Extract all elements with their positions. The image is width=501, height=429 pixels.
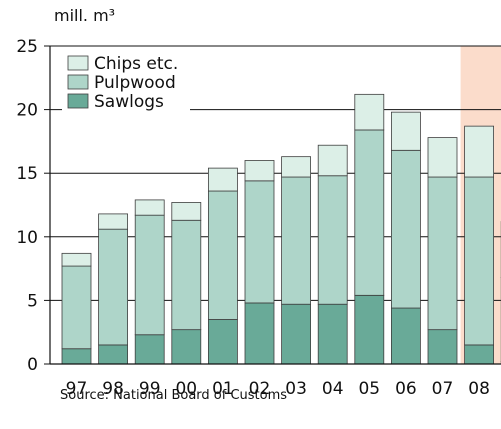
bar-chips-etc-01 [207,167,238,192]
bar-pulpwood-04 [317,175,348,305]
bar-sawlogs-06 [390,307,421,365]
x-tick-label-02: 02 [249,379,271,399]
bar-pulpwood-01 [207,190,238,320]
bar-sawlogs-05 [354,294,385,365]
bar-chips-etc-05 [354,93,385,131]
bar-chips-etc-08 [464,125,495,178]
bar-pulpwood-07 [427,176,458,331]
x-tick-label-99: 99 [139,379,161,399]
bar-chips-etc-06 [390,111,421,151]
bar-sawlogs-99 [134,334,165,365]
x-tick-label-00: 00 [175,379,197,399]
x-tick-label-03: 03 [285,379,307,399]
y-tick-label-0: 0 [27,355,38,375]
bar-sawlogs-08 [464,344,495,365]
bar-chips-etc-03 [281,156,312,178]
legend-label-2: Sawlogs [94,92,164,112]
bar-chips-etc-02 [244,160,275,182]
bar-pulpwood-97 [61,265,92,350]
y-tick-label-15: 15 [16,164,38,184]
bar-pulpwood-99 [134,214,165,336]
x-tick-label-98: 98 [102,379,124,399]
bar-pulpwood-98 [98,228,128,346]
bar-chips-etc-97 [61,252,92,267]
legend-swatch-0 [67,55,89,71]
bar-chips-etc-04 [317,144,348,177]
legend-label-1: Pulpwood [94,73,176,93]
y-tick-label-10: 10 [16,228,38,248]
bar-sawlogs-02 [244,302,275,365]
bar-sawlogs-01 [207,319,238,365]
legend-label-0: Chips etc. [94,54,178,74]
bar-sawlogs-03 [281,303,312,365]
bar-chips-etc-07 [427,137,458,178]
bar-pulpwood-03 [281,176,312,305]
bar-pulpwood-05 [354,129,385,296]
bar-chips-etc-98 [98,213,128,230]
bar-chips-etc-00 [171,202,202,221]
source-note: Source: National Board of Customs [60,388,288,403]
bar-sawlogs-98 [98,344,128,365]
bar-chips-etc-99 [134,199,165,216]
x-tick-label-08: 08 [468,379,490,399]
bar-sawlogs-00 [171,329,202,365]
y-tick-label-5: 5 [27,291,38,311]
y-tick-label-20: 20 [16,101,38,121]
y-tick-label-25: 25 [16,37,38,57]
x-tick-label-05: 05 [358,379,380,399]
x-tick-label-04: 04 [322,379,344,399]
x-tick-label-97: 97 [66,379,88,399]
bar-pulpwood-06 [390,149,421,309]
bar-pulpwood-02 [244,180,275,304]
bar-sawlogs-04 [317,303,348,365]
legend-swatch-1 [67,74,89,90]
bar-sawlogs-07 [427,329,458,365]
bar-pulpwood-00 [171,219,202,331]
bar-pulpwood-08 [464,176,495,346]
legend-swatch-2 [67,93,89,109]
bar-sawlogs-97 [61,348,92,365]
y-axis-unit-label: mill. m³ [54,6,116,25]
x-tick-label-01: 01 [212,379,234,399]
x-tick-label-07: 07 [432,379,454,399]
x-tick-label-06: 06 [395,379,417,399]
